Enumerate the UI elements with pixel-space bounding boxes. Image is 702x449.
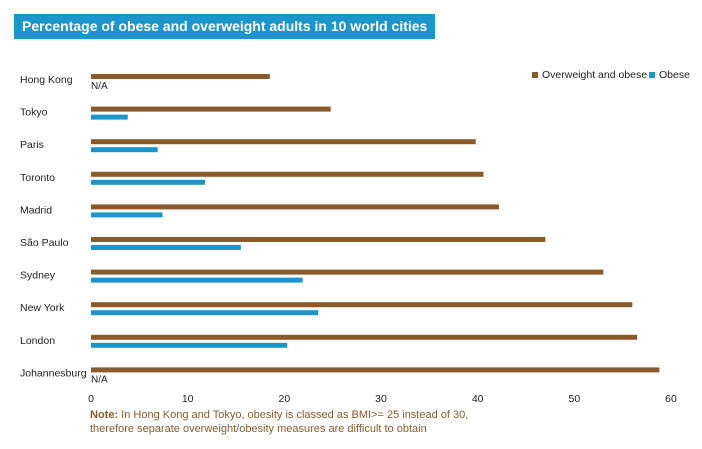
bars: N/A N/A — [91, 74, 660, 385]
bar-obese-tokyo — [91, 114, 128, 120]
x-tick-60: 60 — [665, 393, 677, 405]
x-tick-40: 40 — [472, 393, 484, 405]
category-label-madrid: Madrid — [20, 204, 52, 216]
na-label-johannesburg: N/A — [91, 374, 108, 385]
category-label-toronto: Toronto — [20, 172, 55, 184]
bar-overweight-and-obese-madrid — [91, 204, 499, 210]
bar-obese-sao-paulo — [91, 245, 241, 250]
bar-overweight-and-obese-tokyo — [91, 106, 331, 112]
legend-label-overweight-and-obese: Overweight and obese — [542, 69, 647, 81]
category-label-tokyo: Tokyo — [20, 107, 48, 119]
bar-obese-new-york — [91, 310, 319, 316]
category-labels: Hong Kong Tokyo Paris Toronto Madrid São Paul… — [20, 74, 87, 379]
bar-obese-london — [91, 342, 288, 348]
bar-overweight-and-obese-johannesburg — [91, 367, 660, 373]
legend-swatch-overweight-and-obese — [532, 72, 538, 78]
bar-overweight-and-obese-toronto — [91, 171, 484, 177]
bar-obese-madrid — [91, 212, 163, 218]
bar-obese-sydney — [91, 277, 303, 283]
x-tick-20: 20 — [278, 393, 290, 405]
bar-overweight-and-obese-hong-kong — [91, 74, 270, 79]
chart-title: Percentage of obese and overweight adult… — [14, 14, 436, 39]
bar-overweight-and-obese-london — [91, 334, 638, 340]
category-label-sao-paulo: São Paulo — [20, 237, 69, 249]
x-tick-0: 0 — [88, 393, 94, 405]
category-label-johannesburg: Johannesburg — [20, 367, 87, 379]
footnote-prefix: Note: — [90, 409, 119, 421]
x-tick-50: 50 — [568, 393, 580, 405]
footnote: Note: In Hong Kong and Tokyo, obesity is… — [90, 408, 510, 436]
category-label-sydney: Sydney — [20, 270, 56, 282]
na-label-hong-kong: N/A — [91, 81, 108, 92]
x-axis-ticks: 0 10 20 30 40 50 60 — [88, 393, 677, 405]
x-tick-10: 10 — [182, 393, 194, 405]
bar-overweight-and-obese-sao-paulo — [91, 237, 546, 242]
bar-overweight-and-obese-new-york — [91, 302, 633, 308]
x-tick-30: 30 — [375, 393, 387, 405]
bar-obese-toronto — [91, 179, 206, 185]
bar-overweight-and-obese-paris — [91, 139, 476, 145]
category-label-hong-kong: Hong Kong — [20, 74, 73, 86]
bar-obese-paris — [91, 147, 158, 153]
legend-swatch-obese — [649, 72, 655, 78]
bar-overweight-and-obese-sydney — [91, 269, 604, 275]
category-label-london: London — [20, 335, 55, 347]
legend-label-obese: Obese — [659, 69, 690, 81]
legend: Overweight and obese Obese — [532, 69, 690, 81]
category-label-new-york: New York — [20, 302, 65, 314]
category-label-paris: Paris — [20, 139, 44, 151]
footnote-text: In Hong Kong and Tokyo, obesity is class… — [90, 409, 469, 435]
